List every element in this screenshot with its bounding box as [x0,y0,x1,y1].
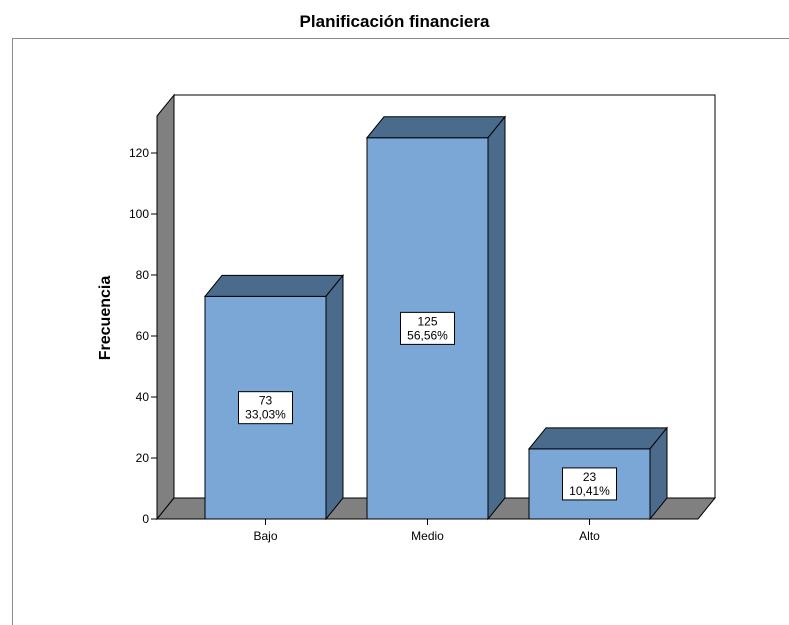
chart-title: Planificación financiera [299,12,490,31]
bar-side [325,273,344,521]
y-axis: 0 20 40 60 80 100 120 [129,126,158,526]
data-label-percent: 10,41% [569,484,610,498]
data-label-percent: 56,56% [407,328,448,342]
y-tick-label: 120 [129,146,149,160]
x-tick-label: Medio [411,529,444,543]
bar-top [527,427,669,450]
data-label-box [400,311,455,345]
data-label-count: 73 [259,394,273,408]
x-axis: Bajo Medio Alto [253,519,600,543]
left-wall [156,93,175,521]
data-label-box [238,391,293,425]
y-tick-label: 100 [129,207,149,221]
y-tick-label: 40 [136,390,150,404]
y-tick-label: 60 [136,329,150,343]
x-tick-label: Alto [579,529,600,543]
y-tick-label: 0 [142,512,149,526]
y-tick-label: 80 [136,268,150,282]
data-label-percent: 33,03% [245,408,286,422]
bar-side [487,115,506,521]
bar-side [649,426,668,521]
chart-frame-left-border [12,38,13,625]
y-tick-label: 20 [136,451,150,465]
data-label-count: 23 [583,470,597,484]
bar-top [365,116,507,139]
bar-top [203,274,345,297]
data-label-count: 125 [417,314,437,328]
x-tick-label: Bajo [253,529,277,543]
y-axis-label: Frecuencia [97,276,114,361]
chart-frame-top-border [12,38,789,39]
data-label-box [562,467,617,501]
